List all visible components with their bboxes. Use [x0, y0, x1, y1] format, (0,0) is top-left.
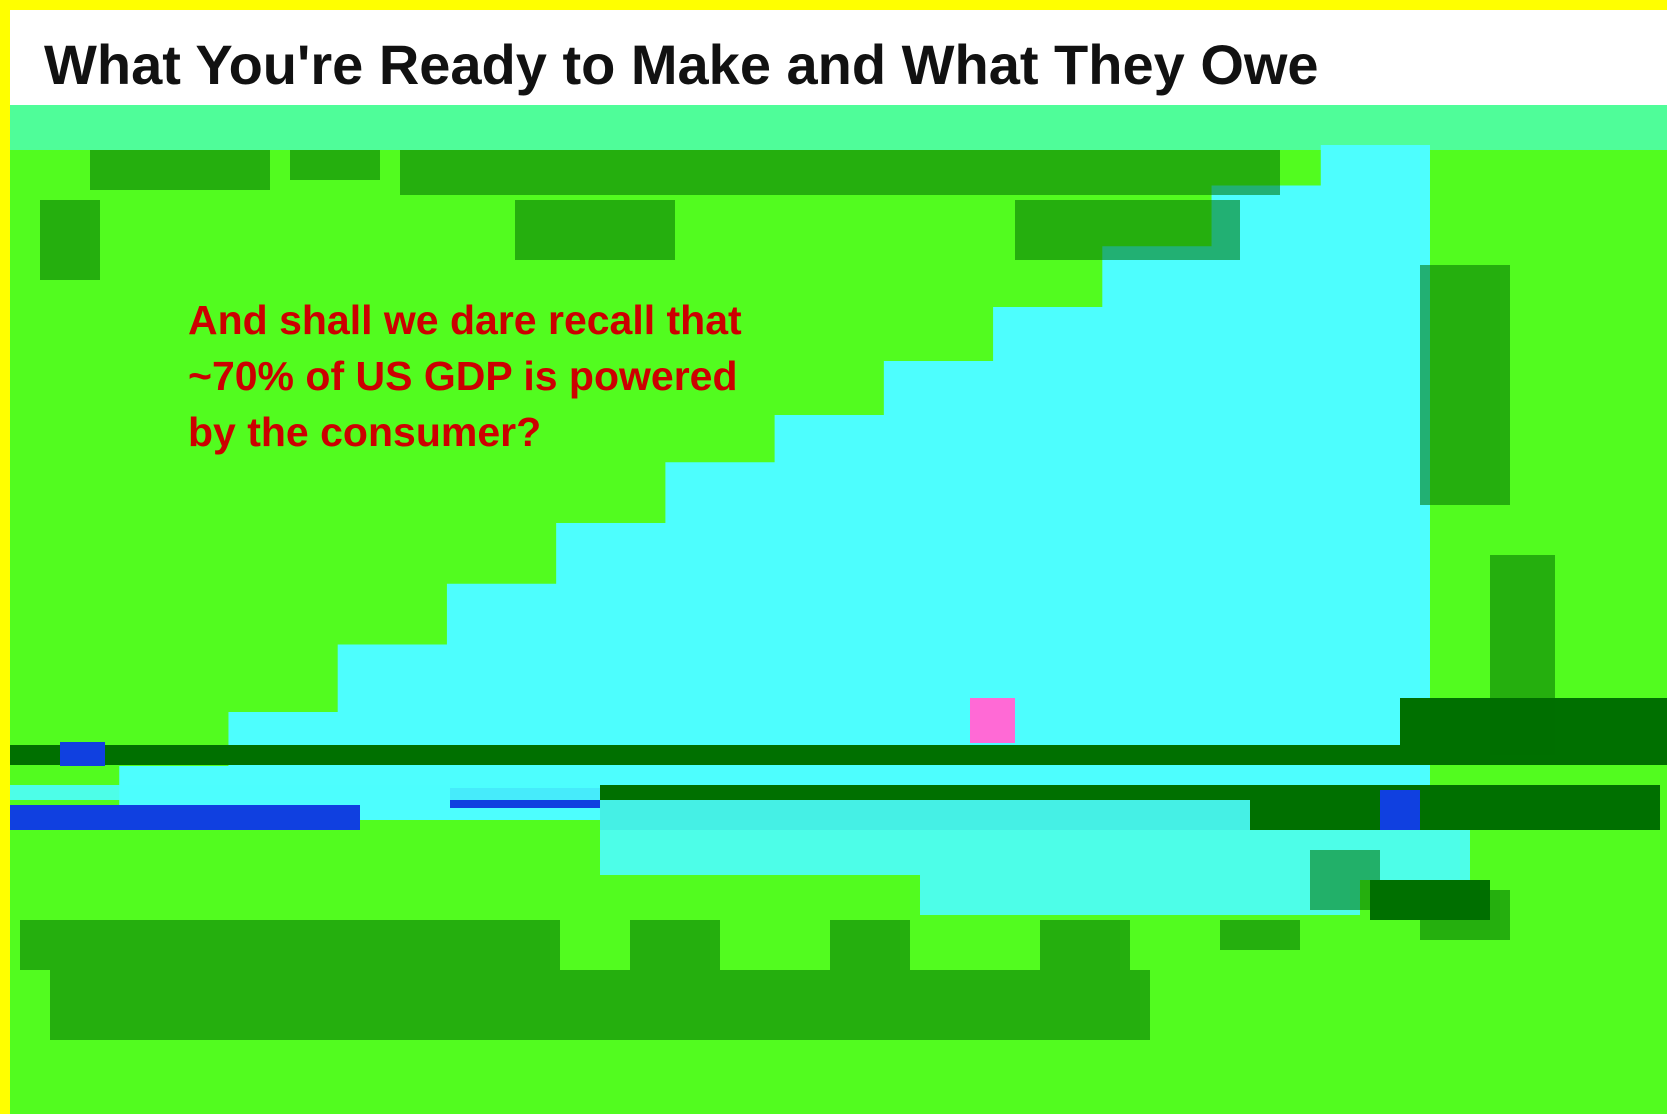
noise-block-4: [1420, 265, 1510, 505]
noise-block-15: [1310, 850, 1380, 910]
noise-block-9: [1040, 920, 1130, 970]
slide: What You're Ready to Make and What They …: [10, 10, 1667, 1114]
noise-block-1: [400, 150, 1280, 195]
noise-block-12: [50, 970, 1150, 1040]
noise-block-3: [40, 200, 100, 280]
noise-block-10: [1220, 920, 1300, 950]
band-blue-left: [10, 805, 360, 830]
noise-block-2: [290, 150, 380, 180]
noise-block-14: [1015, 200, 1240, 260]
top-band: [10, 105, 1667, 150]
magenta-marker: [970, 698, 1015, 743]
band-blue-small: [60, 742, 105, 766]
noise-block-5: [1490, 555, 1555, 755]
band-blue-right: [1380, 790, 1420, 830]
noise-block-13: [515, 200, 675, 260]
title-bar: What You're Ready to Make and What They …: [10, 10, 1667, 105]
noise-block-7: [630, 920, 720, 970]
area-series: [10, 145, 1430, 820]
noise-block-0: [90, 150, 270, 190]
slide-title: What You're Ready to Make and What They …: [44, 33, 1319, 96]
lower-ribbon: [10, 785, 1470, 915]
area-chart: [10, 105, 1667, 1040]
noise-block-6: [20, 920, 560, 970]
callout-text: And shall we dare recall that ~70% of US…: [188, 297, 742, 455]
noise-block-8: [830, 920, 910, 970]
band-dark-upper: [10, 745, 1667, 765]
noise-block-11: [1420, 890, 1510, 940]
